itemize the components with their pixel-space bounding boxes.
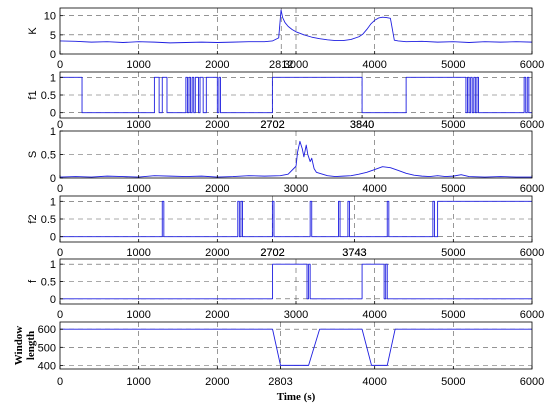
x-tick-label: 4000 (362, 59, 386, 71)
annotation-label: 2702 (260, 247, 284, 259)
x-tick-label: 6000 (520, 376, 544, 388)
x-tick-label: 1000 (126, 309, 150, 321)
series-line-1 (59, 9, 533, 44)
x-tick-label: 5000 (441, 247, 465, 259)
y-tick-label: 1 (50, 126, 56, 138)
series-line-5 (60, 263, 532, 300)
annotation-label: 3840 (350, 119, 374, 131)
x-tick-label: 2702 (260, 119, 284, 131)
y-tick-label: 0 (50, 232, 56, 244)
x-tick-label: 3743 (342, 247, 366, 259)
x-tick-label: 2702 (260, 247, 284, 259)
x-tick-label: 1000 (126, 376, 150, 388)
x-tick-label: 4000 (362, 376, 386, 388)
x-tick-label: 5000 (441, 183, 465, 195)
plot-frame-6 (59, 321, 533, 370)
x-tick-label: 0 (57, 119, 63, 131)
x-tick-label: 0 (57, 376, 63, 388)
x-tick-label: 2000 (205, 376, 229, 388)
series-line-4 (60, 200, 532, 238)
x-tick-label: 4000 (362, 309, 386, 321)
x-tick-label: 2000 (205, 309, 229, 321)
y-tick-label: 0.5 (41, 90, 56, 102)
x-tick-label: 2000 (205, 59, 229, 71)
y-axis-label: f (27, 279, 39, 283)
x-tick-label: 1000 (126, 59, 150, 71)
x-tick-label: 0 (57, 309, 63, 321)
y-tick-label: 0 (50, 108, 56, 120)
x-tick-label: 4000 (362, 183, 386, 195)
annotation-label: 2702 (260, 119, 284, 131)
x-tick-label: 3000 (284, 183, 308, 195)
series-line-6 (60, 328, 532, 366)
y-axis-label: length (25, 331, 37, 360)
x-tick-label: 2000 (205, 119, 229, 131)
x-tick-label: 5000 (441, 59, 465, 71)
y-axis-label: Window (13, 326, 25, 366)
y-axis-label: f2 (27, 214, 39, 223)
x-tick-label: 3000 (284, 59, 308, 71)
x-tick-label: 6000 (520, 247, 544, 259)
y-tick-label: 0.5 (41, 214, 56, 226)
y-tick-label: 0.5 (41, 277, 56, 289)
x-tick-label: 2803 (268, 376, 292, 388)
y-tick-label: 1 (50, 259, 56, 271)
y-tick-label: 1 (50, 196, 56, 208)
x-tick-label: 2000 (205, 183, 229, 195)
x-tick-label: 6000 (520, 59, 544, 71)
x-tick-label: 3000 (284, 309, 308, 321)
y-axis-label: f1 (27, 90, 39, 99)
y-tick-label: 10 (44, 11, 56, 23)
y-tick-label: 1 (50, 72, 56, 84)
x-tick-label: 6000 (520, 119, 544, 131)
x-tick-label: 0 (57, 183, 63, 195)
series-line-2 (60, 76, 532, 114)
x-tick-label: 1000 (126, 183, 150, 195)
y-tick-label: 5 (50, 30, 56, 42)
annotation-label: 3743 (342, 247, 366, 259)
y-tick-label: 600 (38, 324, 56, 336)
y-tick-label: 0 (50, 49, 56, 61)
y-tick-label: 0 (50, 294, 56, 306)
x-tick-label: 2812 (269, 59, 293, 71)
x-tick-label: 6000 (520, 309, 544, 321)
y-axis-label: S (27, 151, 39, 158)
x-tick-label: 2000 (205, 247, 229, 259)
x-tick-label: 1000 (126, 247, 150, 259)
x-tick-label: 5000 (441, 309, 465, 321)
y-tick-label: 400 (38, 360, 56, 372)
y-axis-label: K (27, 27, 39, 35)
y-tick-label: 0 (50, 173, 56, 185)
x-tick-label: 3840 (350, 119, 374, 131)
x-tick-label: 1000 (126, 119, 150, 131)
x-tick-label: 5000 (441, 376, 465, 388)
series-line-3 (59, 140, 532, 178)
x-tick-label: 6000 (520, 183, 544, 195)
y-tick-label: 500 (38, 342, 56, 354)
y-tick-label: 0.5 (41, 150, 56, 162)
x-axis-label: Time (s) (277, 391, 316, 403)
x-tick-label: 0 (57, 59, 63, 71)
x-tick-label: 5000 (441, 119, 465, 131)
x-tick-label: 0 (57, 247, 63, 259)
